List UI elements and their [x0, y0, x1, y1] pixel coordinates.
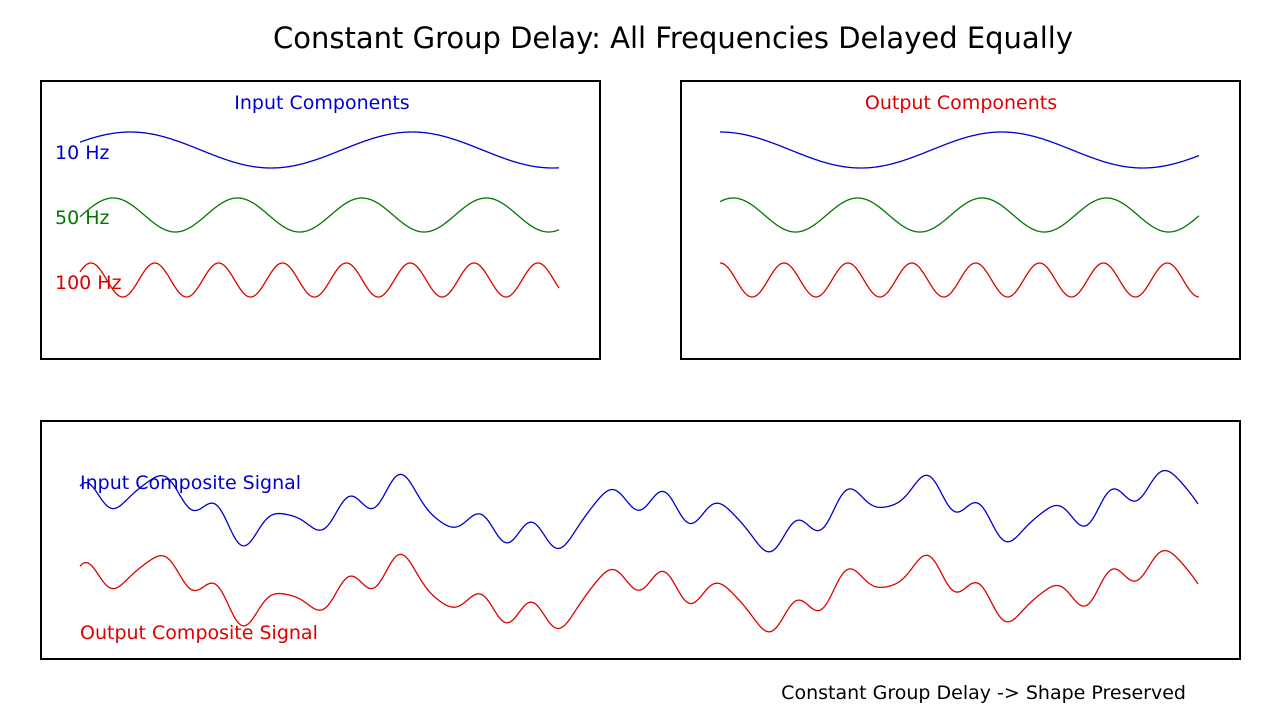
output-composite-wave [79, 549, 1199, 633]
input-components-panel: Input Components 10 Hz 50 Hz 100 Hz [40, 80, 601, 360]
diagram-title: Constant Group Delay: All Frequencies De… [273, 21, 1073, 55]
input-50hz-wave [79, 197, 560, 233]
input-10hz-label: 10 Hz [55, 142, 110, 164]
input-50hz-label: 50 Hz [55, 207, 110, 229]
output-components-panel: Output Components [680, 80, 1241, 360]
input-100hz-wave [79, 262, 560, 298]
input-panel-title: Input Components [234, 92, 409, 114]
input-100hz-label: 100 Hz [55, 272, 122, 294]
output-panel-frame [680, 80, 1241, 360]
composite-panel-frame [40, 420, 1241, 660]
input-panel-frame [40, 80, 601, 360]
output-panel-title: Output Components [865, 92, 1057, 114]
input-composite-wave [79, 469, 1199, 553]
output-50hz-wave [719, 197, 1200, 233]
composite-signal-panel: Input Composite Signal Output Composite … [40, 420, 1241, 660]
output-100hz-wave [719, 262, 1200, 298]
input-10hz-wave [79, 131, 560, 169]
output-composite-label: Output Composite Signal [80, 622, 318, 644]
output-10hz-wave [720, 131, 1200, 169]
caption-text: Constant Group Delay -> Shape Preserved [781, 682, 1186, 704]
input-composite-label: Input Composite Signal [80, 472, 301, 494]
